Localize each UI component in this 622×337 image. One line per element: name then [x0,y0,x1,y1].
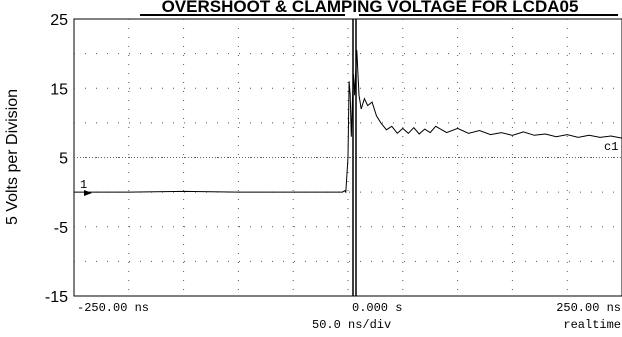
y-tick-label: 15 [50,81,68,98]
chart-title: OVERSHOOT & CLAMPING VOLTAGE FOR LCDA05 [162,0,579,16]
ground-marker: 1 [80,178,87,192]
channel-label: c1 [604,140,618,154]
y-tick-label: -5 [54,220,68,237]
y-tick-label: 25 [50,12,68,29]
readout-timebase: 50.0 ns/div [312,318,391,332]
readout-left: -250.00 ns [77,301,149,315]
y-axis-label: 5 Volts per Division [4,89,21,225]
y-tick-labels: 25 15 5 -5 -15 [45,12,68,306]
readout-mode: realtime [563,318,621,332]
y-tick-label: 5 [59,151,68,168]
readout-center: 0.000 s [352,301,402,315]
y-tick-label: -15 [45,289,68,306]
ground-marker-arrow [84,190,92,196]
readout-right: 250.00 ns [556,301,621,315]
waveform-trace [74,50,622,194]
